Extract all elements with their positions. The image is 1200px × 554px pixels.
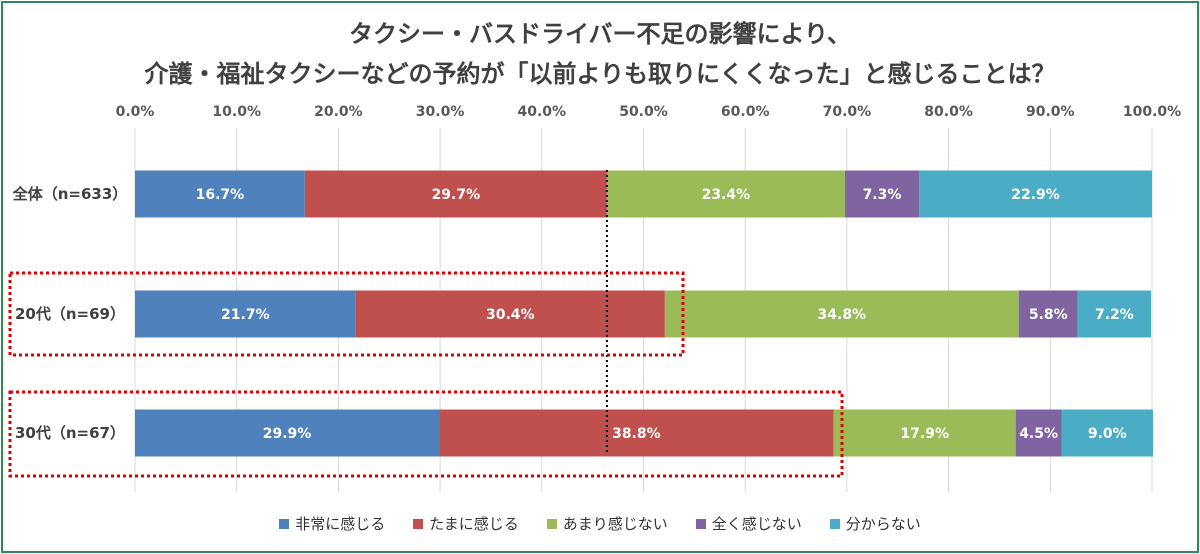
category-label: 全体（n=633）	[12, 185, 128, 203]
data-label: 34.8%	[818, 307, 867, 323]
x-tick-label: 70.0%	[823, 104, 872, 120]
bar-segment	[1018, 290, 1078, 338]
bar-segment	[1077, 290, 1151, 338]
legend-item: 分からない	[829, 513, 921, 534]
bar-segment	[606, 170, 845, 218]
bar-segment	[304, 170, 607, 218]
x-tick-label: 60.0%	[721, 104, 770, 120]
data-label: 30.4%	[486, 307, 535, 323]
x-tick-label: 0.0%	[116, 104, 155, 120]
bar-segment	[135, 290, 356, 338]
data-label: 7.3%	[863, 187, 902, 203]
legend-label: 非常に感じる	[295, 515, 386, 533]
chart-title-line-2: 介護・福祉タクシーなどの予約が「以前よりも取りにくくなった」と感じることは？	[144, 60, 1056, 88]
legend-item: 全く感じない	[695, 513, 802, 534]
data-label: 29.7%	[432, 187, 481, 203]
data-label: 23.4%	[702, 187, 751, 203]
data-label: 7.2%	[1095, 307, 1134, 323]
legend-item: たまに感じる	[413, 513, 519, 534]
legend-label: 分からない	[845, 515, 921, 533]
bar-segment	[1061, 409, 1154, 457]
x-tick-label: 90.0%	[1026, 104, 1075, 120]
data-label: 29.9%	[263, 426, 312, 442]
legend-label: 全く感じない	[711, 515, 802, 533]
bar-segment	[833, 409, 1016, 457]
category-label: 20代（n=69）	[15, 305, 125, 323]
x-tick-label: 10.0%	[212, 104, 261, 120]
data-label: 16.7%	[196, 187, 245, 203]
highlight-box	[8, 271, 685, 357]
data-label: 38.8%	[612, 426, 661, 442]
legend-swatch	[695, 518, 706, 529]
x-tick-label: 50.0%	[619, 104, 668, 120]
bar-segment	[439, 409, 834, 457]
chart-title-line-1: タクシー・バスドライバー不足の影響により、	[348, 20, 852, 48]
legend-swatch	[413, 518, 424, 529]
legend-label: あまり感じない	[562, 515, 668, 533]
legend-swatch	[546, 518, 557, 529]
bar-segment	[355, 290, 665, 338]
bar-segment	[844, 170, 920, 218]
data-label: 17.9%	[900, 426, 949, 442]
bar-segment	[135, 170, 305, 218]
legend-item: 非常に感じる	[279, 513, 385, 534]
data-label: 9.0%	[1088, 426, 1127, 442]
data-label: 22.9%	[1011, 187, 1060, 203]
legend-item: あまり感じない	[546, 513, 668, 534]
legend-label: たまに感じる	[429, 515, 519, 533]
bar-segment	[1015, 409, 1062, 457]
category-label: 30代（n=67）	[15, 424, 125, 442]
x-tick-label: 100.0%	[1123, 104, 1181, 120]
bar-segment	[135, 409, 440, 457]
legend-swatch	[279, 518, 290, 529]
chart-legend: 非常に感じる たまに感じる あまり感じない 全く感じない 分からない	[0, 513, 1200, 534]
legend-swatch	[829, 518, 840, 529]
bar-segment	[919, 170, 1152, 218]
x-tick-label: 80.0%	[924, 104, 973, 120]
bar-segment	[664, 290, 1019, 338]
data-label: 5.8%	[1029, 307, 1068, 323]
data-label: 4.5%	[1019, 426, 1058, 442]
highlight-box	[8, 390, 844, 478]
x-tick-label: 40.0%	[518, 104, 567, 120]
x-tick-label: 20.0%	[314, 104, 363, 120]
x-tick-label: 30.0%	[416, 104, 465, 120]
data-label: 21.7%	[221, 307, 270, 323]
